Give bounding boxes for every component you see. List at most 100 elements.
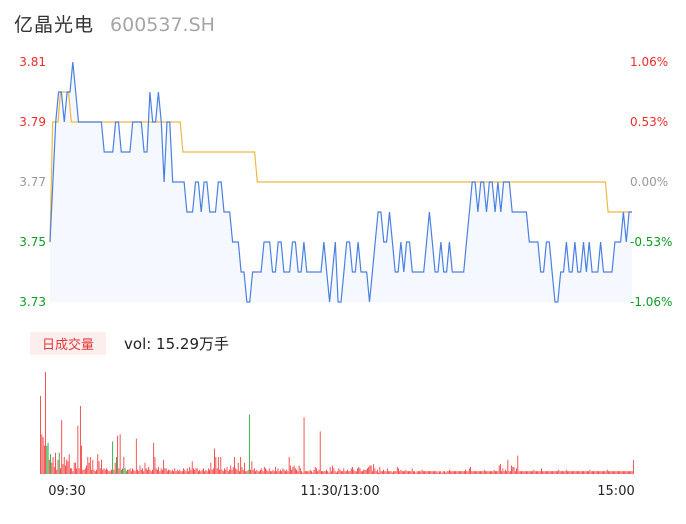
- volume-bar: [154, 457, 156, 474]
- volume-bar: [449, 469, 450, 474]
- volume-bar: [248, 414, 250, 474]
- volume-bar: [143, 471, 145, 474]
- volume-bar: [55, 452, 56, 474]
- volume-bar: [342, 471, 343, 474]
- volume-bar: [531, 471, 532, 474]
- volume-bar: [89, 457, 91, 474]
- volume-bar: [440, 471, 442, 474]
- volume-bar: [483, 469, 485, 474]
- volume-bar: [603, 471, 604, 474]
- volume-bar: [450, 471, 452, 474]
- volume-bar: [595, 471, 597, 474]
- volume-bar: [604, 471, 606, 474]
- y-tick-right: -0.53%: [630, 235, 672, 249]
- volume-bar: [364, 469, 366, 474]
- volume-bar: [278, 471, 280, 474]
- volume-bar: [435, 471, 437, 474]
- volume-bar: [460, 471, 462, 474]
- volume-bar: [189, 466, 191, 474]
- volume-bar: [199, 469, 201, 474]
- volume-bar: [490, 471, 491, 474]
- volume-bar: [97, 454, 99, 474]
- volume-bar: [405, 469, 407, 474]
- volume-bar: [211, 469, 213, 474]
- volume-bar: [319, 431, 321, 474]
- volume-bar: [144, 462, 146, 474]
- volume-bar: [242, 469, 244, 474]
- volume-bar: [256, 469, 258, 474]
- volume-bar: [574, 471, 576, 474]
- volume-bar: [553, 471, 555, 474]
- volume-bar: [436, 471, 438, 474]
- volume-bar: [404, 471, 406, 474]
- y-tick-left: 3.73: [19, 295, 46, 309]
- volume-bar: [171, 469, 173, 474]
- volume-bar: [552, 471, 553, 474]
- volume-bar: [46, 445, 48, 474]
- volume-bar: [188, 471, 189, 474]
- volume-bar: [456, 471, 458, 474]
- volume-bar: [96, 469, 97, 474]
- volume-bar: [573, 471, 575, 474]
- volume-bar: [231, 469, 233, 474]
- volume-tab[interactable]: 日成交量: [30, 331, 107, 355]
- volume-bar: [195, 468, 197, 474]
- volume-bar: [605, 471, 607, 474]
- volume-bar: [611, 471, 613, 474]
- volume-bar: [357, 468, 358, 474]
- volume-bar: [375, 471, 377, 474]
- x-tick-label: 11:30/13:00: [300, 484, 379, 499]
- volume-bar: [389, 471, 391, 474]
- volume-bar: [473, 471, 475, 474]
- volume-bar: [328, 472, 330, 474]
- volume-bar: [293, 465, 295, 474]
- volume-bar: [536, 471, 537, 474]
- volume-bar: [292, 466, 294, 474]
- volume-bar: [119, 434, 121, 474]
- volume-bar: [183, 468, 184, 474]
- volume-bar: [174, 468, 176, 474]
- volume-bar: [222, 471, 224, 474]
- volume-bar: [391, 472, 393, 474]
- volume-bar: [180, 471, 182, 474]
- volume-bar: [618, 471, 619, 474]
- volume-bar: [386, 468, 388, 474]
- volume-bar: [527, 471, 529, 474]
- volume-bar: [139, 465, 141, 474]
- volume-bar: [446, 471, 448, 474]
- volume-bar: [70, 468, 71, 474]
- volume-bar: [232, 466, 234, 474]
- volume-bar: [239, 471, 240, 474]
- volume-bar: [600, 471, 602, 474]
- volume-bar: [277, 468, 279, 474]
- volume-bar: [219, 469, 220, 474]
- volume-bar: [102, 469, 104, 474]
- volume-bar: [482, 471, 484, 474]
- volume-bar: [149, 469, 151, 474]
- volume-bar: [413, 471, 414, 474]
- volume-bar: [430, 471, 432, 474]
- volume-bar: [68, 454, 70, 474]
- volume-bar: [492, 471, 494, 474]
- y-tick-right: 1.06%: [630, 55, 668, 69]
- volume-bar: [370, 465, 372, 474]
- y-tick-right: 0.53%: [630, 115, 668, 129]
- volume-bar: [558, 469, 560, 474]
- volume-bar: [374, 468, 376, 474]
- volume-bar: [570, 471, 572, 474]
- volume-bar: [442, 471, 444, 474]
- volume-bar: [158, 466, 160, 474]
- volume-bar: [593, 471, 594, 474]
- volume-bar: [40, 396, 41, 474]
- volume-bar: [185, 471, 187, 474]
- volume-bar: [559, 471, 561, 474]
- volume-bar: [396, 466, 398, 474]
- volume-bar: [140, 469, 142, 474]
- volume-bar: [335, 472, 337, 474]
- stock-name: 亿晶光电: [14, 14, 95, 36]
- volume-bar: [288, 457, 290, 474]
- volume-bar: [606, 469, 608, 474]
- volume-bar: [204, 471, 206, 474]
- volume-bar: [286, 469, 288, 474]
- volume-bar: [308, 471, 310, 474]
